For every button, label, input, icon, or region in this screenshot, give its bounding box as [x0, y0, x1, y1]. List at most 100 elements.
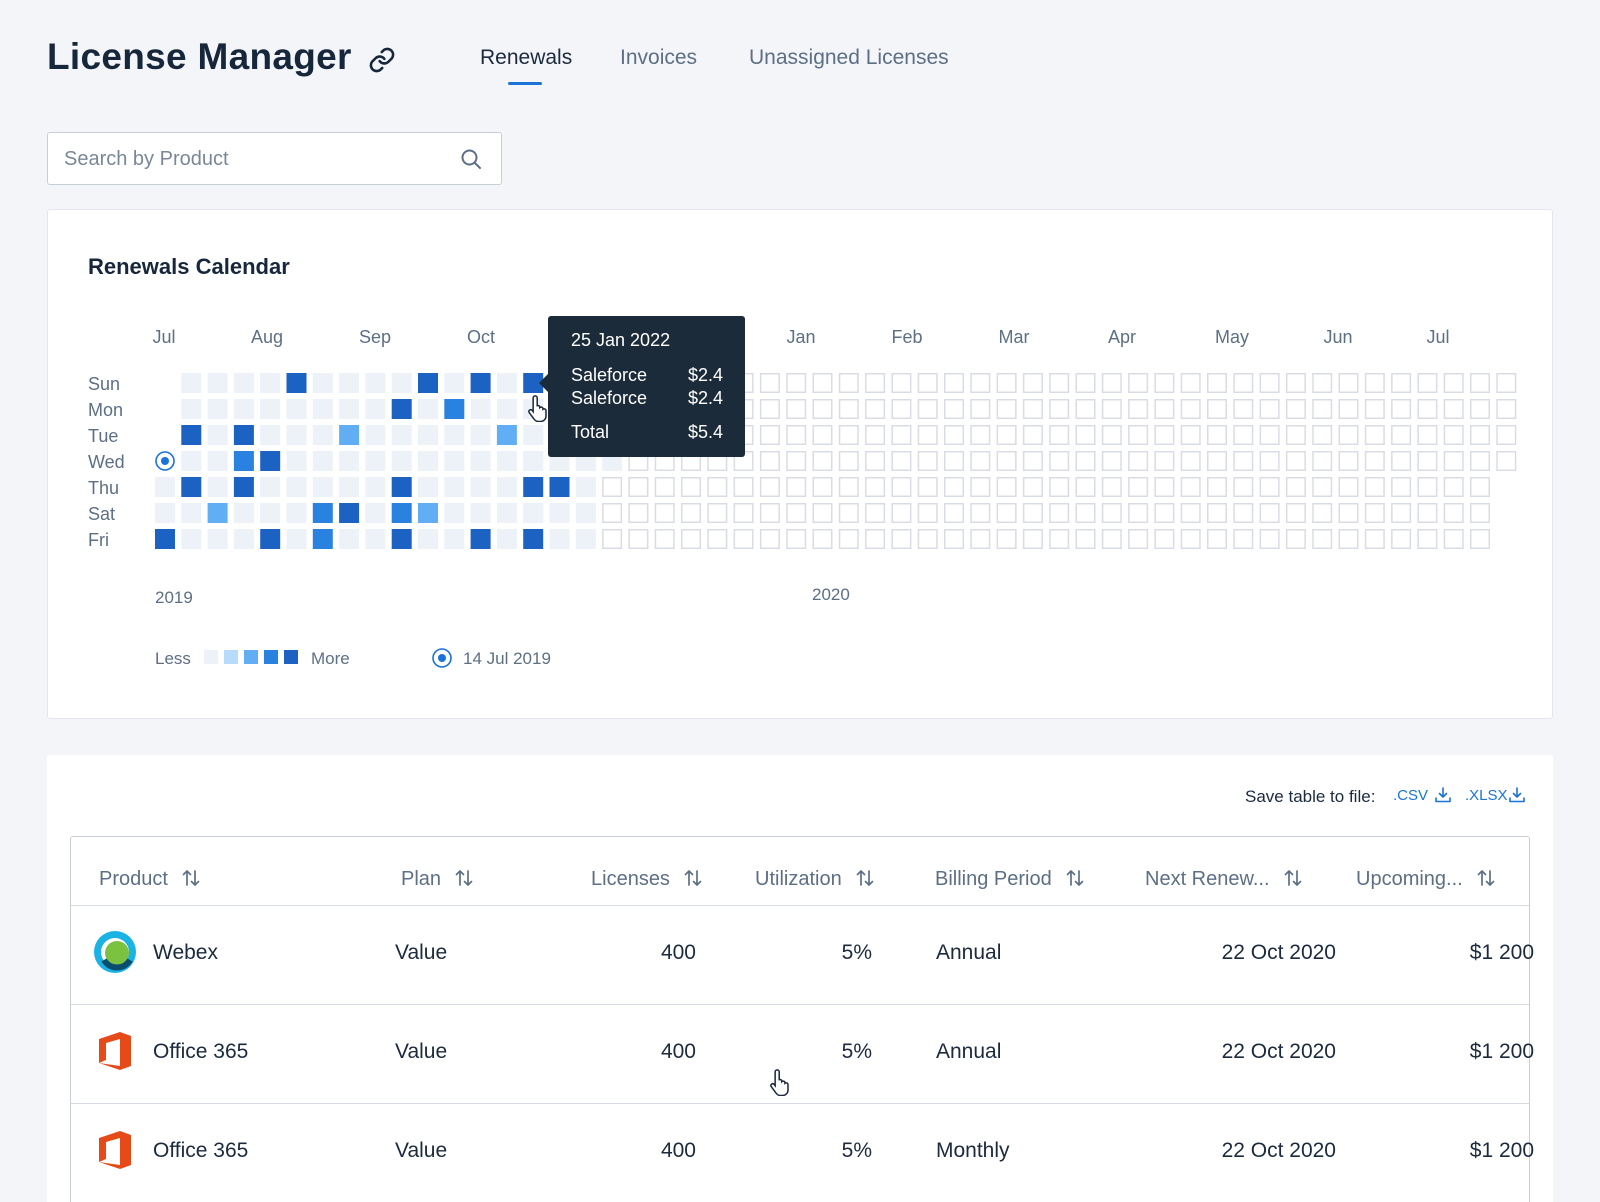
column-header-upcoming[interactable]: Upcoming...	[1356, 867, 1497, 891]
heatmap-cell	[1391, 529, 1412, 549]
heatmap-cell	[470, 399, 491, 419]
heatmap-cell	[1391, 373, 1412, 393]
heatmap-cell	[602, 529, 623, 549]
heatmap-cell	[1207, 451, 1227, 471]
heatmap-cell	[1312, 529, 1333, 549]
sort-icon[interactable]	[453, 867, 475, 889]
download-icon[interactable]	[1434, 786, 1452, 804]
row-divider	[71, 1103, 1529, 1104]
heatmap-cell	[496, 477, 517, 497]
download-icon[interactable]	[1508, 786, 1526, 804]
heatmap-cell	[1285, 451, 1306, 471]
heatmap-cell	[707, 503, 728, 523]
tab-renewals[interactable]: Renewals	[480, 46, 573, 69]
heatmap-cell	[1364, 373, 1385, 393]
heatmap-cell	[1233, 477, 1254, 497]
sort-icon[interactable]	[682, 867, 704, 889]
export-csv-link[interactable]: .CSV	[1393, 787, 1429, 804]
heatmap-cell	[470, 373, 491, 393]
heatmap-cell	[365, 399, 386, 419]
heatmap-cell	[1312, 451, 1333, 471]
heatmap-cell	[1391, 477, 1412, 497]
heatmap-cell	[1180, 503, 1201, 523]
tab-invoices[interactable]: Invoices	[620, 46, 698, 69]
tooltip-item-value: $2.4	[687, 388, 723, 408]
link-icon[interactable]	[368, 46, 396, 74]
heatmap-cell	[391, 503, 412, 523]
heatmap-cell	[786, 529, 807, 549]
heatmap-cell	[1312, 399, 1333, 419]
heatmap-cell	[1364, 503, 1385, 523]
heatmap-cell	[865, 451, 886, 471]
column-header-label: Upcoming...	[1356, 868, 1463, 890]
heatmap-cell	[181, 477, 202, 497]
day-label: Fri	[88, 530, 109, 550]
heatmap-cell	[786, 399, 807, 419]
column-header-product[interactable]: Product	[99, 867, 202, 891]
heatmap-cell	[365, 503, 386, 523]
tooltip-total-label: Total	[571, 422, 610, 442]
heatmap-cell	[917, 477, 938, 497]
column-header-billing-period[interactable]: Billing Period	[935, 867, 1086, 891]
search-input[interactable]	[64, 146, 444, 172]
heatmap-cell	[1338, 529, 1359, 549]
heatmap-cell	[1128, 425, 1149, 445]
heatmap-cell	[1022, 425, 1043, 445]
sort-icon[interactable]	[1064, 867, 1086, 889]
month-label: Oct	[467, 327, 495, 347]
legend-swatch	[284, 650, 298, 664]
heatmap-cell	[917, 503, 938, 523]
heatmap-cell	[944, 529, 964, 549]
tab-unassigned-licenses[interactable]: Unassigned Licenses	[749, 46, 949, 69]
day-label: Thu	[88, 478, 119, 498]
heatmap-cell	[944, 451, 964, 471]
search-box	[47, 132, 502, 185]
heatmap-cell	[312, 477, 333, 497]
heatmap-cell	[865, 373, 886, 393]
heatmap-cell	[1101, 451, 1122, 471]
heatmap-cell	[1259, 373, 1280, 393]
export-xlsx-link[interactable]: .XLSX	[1465, 787, 1508, 804]
heatmap-cell	[523, 425, 544, 445]
column-header-utilization[interactable]: Utilization	[755, 867, 876, 891]
heatmap-cell	[1470, 425, 1490, 445]
heatmap-cell	[1417, 451, 1438, 471]
heatmap-cell	[286, 399, 307, 419]
month-label: May	[1215, 327, 1249, 347]
heatmap-cell	[1338, 373, 1359, 393]
column-header-plan[interactable]: Plan	[401, 867, 475, 891]
sort-icon[interactable]	[854, 867, 876, 889]
heatmap-cell	[418, 451, 438, 471]
heatmap-cell	[1207, 399, 1227, 419]
heatmap-cell	[812, 451, 833, 471]
search-icon[interactable]	[459, 147, 483, 171]
heatmap-cell	[996, 451, 1017, 471]
heatmap-cell	[391, 529, 412, 549]
heatmap-cell	[1022, 503, 1043, 523]
heatmap-cell	[181, 529, 202, 549]
heatmap-cell	[917, 373, 938, 393]
column-header-next-renewal[interactable]: Next Renew...	[1145, 867, 1304, 891]
legend-swatch	[204, 650, 218, 664]
heatmap-cell	[1364, 477, 1385, 497]
heatmap-cell	[759, 477, 780, 497]
webex-icon	[94, 931, 136, 973]
heatmap-cell	[786, 373, 807, 393]
day-label: Wed	[88, 452, 125, 472]
licenses-table: Product Plan Licenses Utilization Billin…	[70, 836, 1534, 1202]
utilization-cell: 5%	[841, 941, 872, 964]
year-label: 2020	[812, 585, 850, 604]
sort-icon[interactable]	[1282, 867, 1304, 889]
heatmap-cell	[654, 529, 675, 549]
heatmap-cell	[1285, 529, 1306, 549]
column-header-licenses[interactable]: Licenses	[591, 867, 704, 891]
heatmap-cell	[575, 503, 596, 523]
tooltip-item-name: Saleforce	[571, 388, 648, 408]
legend-swatch	[244, 650, 258, 664]
heatmap-cell	[1207, 503, 1227, 523]
heatmap-cell	[181, 373, 202, 393]
sort-icon[interactable]	[1475, 867, 1497, 889]
sort-icon[interactable]	[180, 867, 202, 889]
month-label: Jun	[1323, 327, 1352, 347]
product-name: Office 365	[153, 1139, 249, 1162]
